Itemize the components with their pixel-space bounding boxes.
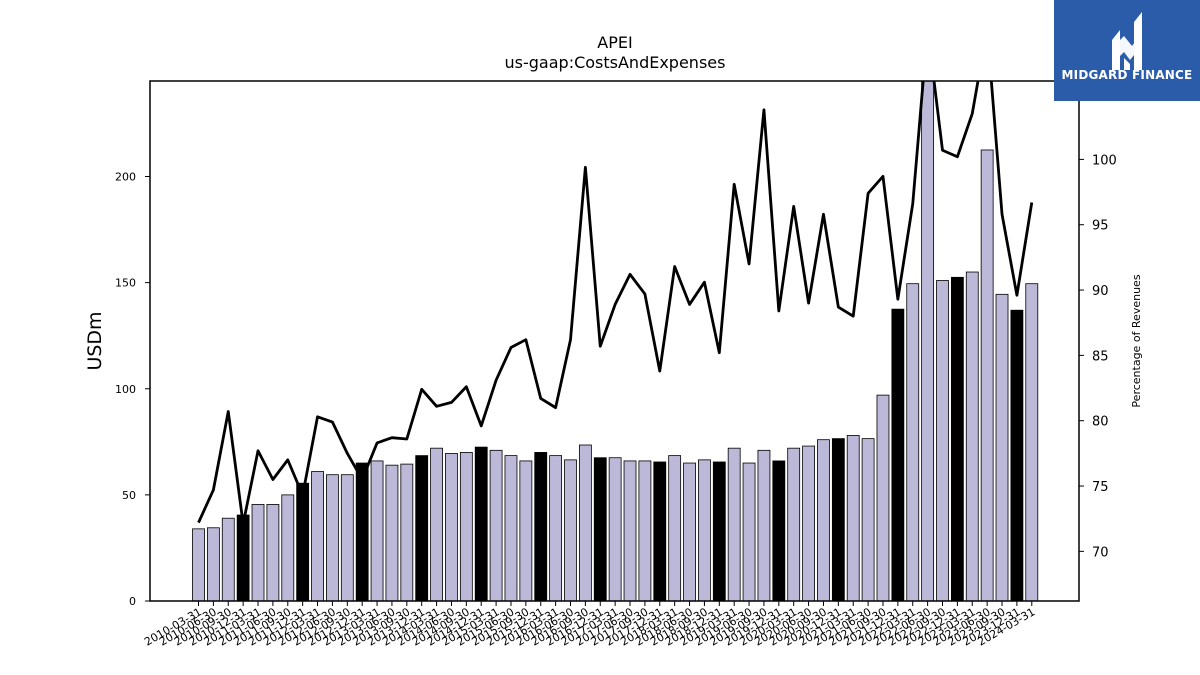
y2-tick-label: 90 <box>1092 284 1109 299</box>
bar-2020-09-30 <box>817 439 830 601</box>
bar-2023-06-30 <box>980 149 994 601</box>
bar-2019-12-31 <box>772 460 786 601</box>
bar-2017-03-31 <box>608 457 622 601</box>
chart-subtitle: us-gaap:CostsAndExpenses <box>505 53 726 72</box>
y2-tick-label: 100 <box>1092 153 1117 168</box>
y2-tick-label: 85 <box>1092 349 1109 364</box>
bar-2021-12-31 <box>891 308 905 601</box>
y2-tick-label: 75 <box>1092 480 1109 495</box>
bar-2014-06-30 <box>445 453 458 601</box>
bar-2011-03-31 <box>251 504 265 601</box>
y-tick-label: 0 <box>129 595 136 608</box>
bar-2016-06-30 <box>564 459 577 601</box>
bar-2014-12-31 <box>474 446 488 601</box>
bar-2011-09-30 <box>281 494 295 601</box>
bar-2016-03-31 <box>549 455 563 601</box>
bar-2010-03-31 <box>192 528 205 601</box>
bar-2019-06-30 <box>742 462 756 601</box>
chart-title: APEI <box>597 33 632 52</box>
bar-2023-12-31 <box>1010 309 1024 601</box>
bar-2021-06-30 <box>861 438 875 601</box>
bar-2017-06-30 <box>623 460 637 601</box>
bar-2017-12-31 <box>653 461 667 601</box>
bar-2010-09-30 <box>221 517 235 601</box>
bar-2022-06-30 <box>921 81 935 601</box>
bar-2018-06-30 <box>683 462 696 601</box>
bar-2020-12-31 <box>831 438 845 601</box>
y2-tick-label: 95 <box>1092 219 1109 234</box>
bar-2016-09-30 <box>578 444 592 601</box>
bar-2021-03-31 <box>846 435 860 601</box>
plot-frame <box>149 80 1080 602</box>
bar-2013-12-31 <box>415 455 429 601</box>
bar-2016-12-31 <box>593 457 607 601</box>
bar-2019-09-30 <box>757 449 771 601</box>
bar-2017-09-30 <box>638 460 652 601</box>
y-tick-label: 200 <box>115 171 136 184</box>
bar-2015-03-31 <box>489 449 503 601</box>
bar-2024-03-31 <box>1025 283 1039 601</box>
bar-2019-03-31 <box>727 447 741 601</box>
y-tick-label: 50 <box>122 489 136 502</box>
bar-2011-12-31 <box>296 482 310 601</box>
bar-2023-03-31 <box>965 271 979 601</box>
bar-2020-06-30 <box>802 445 815 601</box>
bar-2021-09-30 <box>876 394 890 601</box>
brand-name: MIDGARD FINANCE <box>1061 68 1193 82</box>
bar-2018-03-31 <box>668 455 682 601</box>
y2-axis-label: Percentage of Revenues <box>1130 274 1143 407</box>
bar-2022-09-30 <box>936 280 949 601</box>
bar-2010-12-31 <box>236 514 250 601</box>
y-tick-label: 150 <box>115 277 136 290</box>
bar-2012-06-30 <box>326 474 339 601</box>
y-axis-label: USDm <box>84 311 106 370</box>
y2-tick-label: 70 <box>1092 545 1109 560</box>
brand-logo: MIDGARD FINANCE <box>1054 0 1200 101</box>
bar-2012-03-31 <box>311 471 324 601</box>
bar-2023-09-30 <box>995 293 1009 601</box>
y2-tick-label: 80 <box>1092 415 1109 430</box>
bar-2015-12-31 <box>534 452 548 601</box>
bar-2010-06-30 <box>206 527 220 601</box>
bar-2022-03-31 <box>906 283 920 601</box>
bar-2018-09-30 <box>698 459 711 601</box>
bar-2011-06-30 <box>266 504 280 601</box>
midgard-logo-icon <box>1112 12 1142 70</box>
y-tick-label: 100 <box>115 383 136 396</box>
bar-2015-09-30 <box>519 460 533 601</box>
bar-2014-03-31 <box>430 447 443 601</box>
bar-2014-09-30 <box>459 452 473 601</box>
bar-2018-12-31 <box>712 461 726 601</box>
bar-2013-09-30 <box>400 463 414 601</box>
bar-2022-12-31 <box>950 276 964 601</box>
bar-2012-09-30 <box>340 474 354 601</box>
bar-2020-03-31 <box>787 447 801 601</box>
bar-2013-06-30 <box>385 464 399 601</box>
pct-revenues-line <box>197 81 1034 526</box>
bar-2012-12-31 <box>355 462 369 601</box>
bar-2015-06-30 <box>504 455 518 601</box>
bar-2013-03-31 <box>370 460 384 601</box>
